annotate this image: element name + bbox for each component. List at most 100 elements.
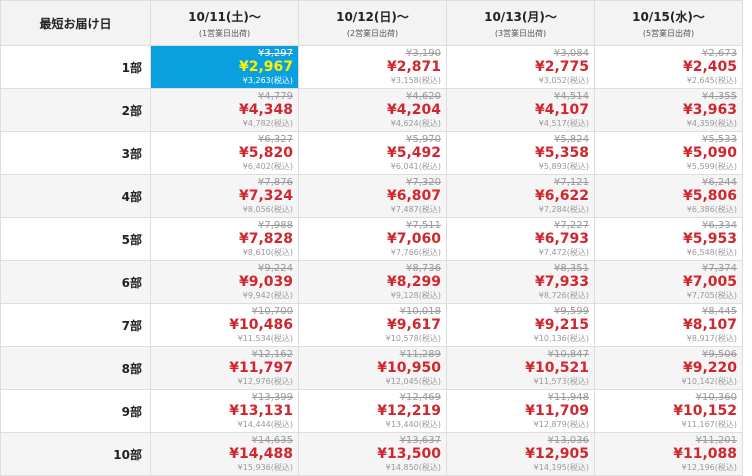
tax-included-price: ¥12,045(税込)	[385, 377, 441, 386]
price: ¥5,358	[534, 145, 589, 161]
tax-included-price: ¥7,766(税込)	[390, 248, 441, 257]
price-cell[interactable]: ¥6,244 ¥5,806 ¥6,386(税込)	[594, 174, 743, 218]
list-price: ¥7,876	[258, 177, 293, 188]
price: ¥4,348	[238, 102, 293, 118]
price-cell[interactable]: ¥2,673 ¥2,405 ¥2,645(税込)	[594, 45, 743, 89]
price-cell[interactable]: ¥5,970 ¥5,492 ¥6,041(税込)	[298, 131, 447, 175]
tax-included-price: ¥11,167(税込)	[681, 420, 737, 429]
list-price: ¥11,948	[547, 392, 589, 403]
price-cell[interactable]: ¥6,334 ¥5,953 ¥6,548(税込)	[594, 217, 743, 261]
list-price: ¥5,824	[554, 134, 589, 145]
list-price: ¥5,533	[702, 134, 737, 145]
price-cell[interactable]: ¥5,533 ¥5,090 ¥5,599(税込)	[594, 131, 743, 175]
price-cell[interactable]: ¥10,847 ¥10,521 ¥11,573(税込)	[446, 346, 595, 390]
tax-included-price: ¥3,158(税込)	[390, 76, 441, 85]
tax-included-price: ¥8,056(税込)	[242, 205, 293, 214]
price-cell[interactable]: ¥7,511 ¥7,060 ¥7,766(税込)	[298, 217, 447, 261]
tax-included-price: ¥8,917(税込)	[686, 334, 737, 343]
tax-included-price: ¥13,440(税込)	[385, 420, 441, 429]
list-price: ¥8,445	[702, 306, 737, 317]
price: ¥9,617	[386, 317, 441, 333]
table-row: 1部 ¥3,297 ¥2,967 ¥3,263(税込) ¥3,190 ¥2,871 ¥3,1…	[0, 45, 743, 89]
price-cell[interactable]: ¥4,355 ¥3,963 ¥4,359(税込)	[594, 88, 743, 132]
tax-included-price: ¥9,128(税込)	[390, 291, 441, 300]
price-cell[interactable]: ¥7,121 ¥6,622 ¥7,284(税込)	[446, 174, 595, 218]
tax-included-price: ¥7,705(税込)	[686, 291, 737, 300]
row-label: 6部	[0, 260, 151, 304]
price-cell[interactable]: ¥9,506 ¥9,220 ¥10,142(税込)	[594, 346, 743, 390]
tax-included-price: ¥6,402(税込)	[242, 162, 293, 171]
price: ¥5,090	[682, 145, 737, 161]
tax-included-price: ¥7,487(税込)	[390, 205, 441, 214]
list-price: ¥11,201	[695, 435, 737, 446]
list-price: ¥12,162	[251, 349, 293, 360]
price-cell[interactable]: ¥13,399 ¥13,131 ¥14,444(税込)	[150, 389, 299, 433]
price: ¥7,060	[386, 231, 441, 247]
tax-included-price: ¥14,444(税込)	[237, 420, 293, 429]
price-cell[interactable]: ¥7,320 ¥6,807 ¥7,487(税込)	[298, 174, 447, 218]
list-price: ¥7,374	[702, 263, 737, 274]
list-price: ¥12,469	[399, 392, 441, 403]
price: ¥7,828	[238, 231, 293, 247]
table-row: 8部 ¥12,162 ¥11,797 ¥12,976(税込) ¥11,289 ¥10,95…	[0, 346, 743, 390]
price-cell[interactable]: ¥14,635 ¥14,488 ¥15,936(税込)	[150, 432, 299, 476]
price-cell[interactable]: ¥7,227 ¥6,793 ¥7,472(税込)	[446, 217, 595, 261]
price-cell[interactable]: ¥11,948 ¥11,709 ¥12,879(税込)	[446, 389, 595, 433]
list-price: ¥7,227	[554, 220, 589, 231]
column-date: 10/13(月)～	[484, 9, 557, 24]
price-cell[interactable]: ¥4,779 ¥4,348 ¥4,782(税込)	[150, 88, 299, 132]
price-cell[interactable]: ¥9,599 ¥9,215 ¥10,136(税込)	[446, 303, 595, 347]
row-label: 5部	[0, 217, 151, 261]
price: ¥5,953	[682, 231, 737, 247]
price-cell[interactable]: ¥9,224 ¥9,039 ¥9,942(税込)	[150, 260, 299, 304]
table-body: 1部 ¥3,297 ¥2,967 ¥3,263(税込) ¥3,190 ¥2,871 ¥3,1…	[0, 45, 743, 476]
tax-included-price: ¥4,624(税込)	[390, 119, 441, 128]
price-cell[interactable]: ¥12,469 ¥12,219 ¥13,440(税込)	[298, 389, 447, 433]
price-cell[interactable]: ¥11,201 ¥11,088 ¥12,196(税込)	[594, 432, 743, 476]
price-cell[interactable]: ¥7,988 ¥7,828 ¥8,610(税込)	[150, 217, 299, 261]
tax-included-price: ¥12,196(税込)	[681, 463, 737, 472]
tax-included-price: ¥7,472(税込)	[538, 248, 589, 257]
price: ¥7,005	[682, 274, 737, 290]
price: ¥2,967	[238, 59, 293, 75]
price: ¥8,107	[682, 317, 737, 333]
price-cell[interactable]: ¥7,374 ¥7,005 ¥7,705(税込)	[594, 260, 743, 304]
tax-included-price: ¥14,195(税込)	[533, 463, 589, 472]
price-cell[interactable]: ¥4,620 ¥4,204 ¥4,624(税込)	[298, 88, 447, 132]
price-cell[interactable]: ¥8,736 ¥8,299 ¥9,128(税込)	[298, 260, 447, 304]
list-price: ¥7,320	[406, 177, 441, 188]
price-cell[interactable]: ¥12,162 ¥11,797 ¥12,976(税込)	[150, 346, 299, 390]
price: ¥6,793	[534, 231, 589, 247]
price: ¥11,797	[229, 360, 293, 376]
price-cell[interactable]: ¥13,637 ¥13,500 ¥14,850(税込)	[298, 432, 447, 476]
price: ¥5,806	[682, 188, 737, 204]
list-price: ¥6,244	[702, 177, 737, 188]
price-cell[interactable]: ¥3,297 ¥2,967 ¥3,263(税込)	[150, 45, 299, 89]
price-cell[interactable]: ¥8,351 ¥7,933 ¥8,726(税込)	[446, 260, 595, 304]
price-cell[interactable]: ¥6,327 ¥5,820 ¥6,402(税込)	[150, 131, 299, 175]
price-cell[interactable]: ¥13,036 ¥12,905 ¥14,195(税込)	[446, 432, 595, 476]
price-cell[interactable]: ¥11,289 ¥10,950 ¥12,045(税込)	[298, 346, 447, 390]
price-cell[interactable]: ¥5,824 ¥5,358 ¥5,893(税込)	[446, 131, 595, 175]
price-cell[interactable]: ¥10,018 ¥9,617 ¥10,578(税込)	[298, 303, 447, 347]
price-cell[interactable]: ¥3,190 ¥2,871 ¥3,158(税込)	[298, 45, 447, 89]
price: ¥10,486	[229, 317, 293, 333]
tax-included-price: ¥3,052(税込)	[538, 76, 589, 85]
price-cell[interactable]: ¥7,876 ¥7,324 ¥8,056(税込)	[150, 174, 299, 218]
price-cell[interactable]: ¥4,514 ¥4,107 ¥4,517(税込)	[446, 88, 595, 132]
price-cell[interactable]: ¥8,445 ¥8,107 ¥8,917(税込)	[594, 303, 743, 347]
price-cell[interactable]: ¥10,700 ¥10,486 ¥11,534(税込)	[150, 303, 299, 347]
price: ¥3,963	[682, 102, 737, 118]
table-row: 7部 ¥10,700 ¥10,486 ¥11,534(税込) ¥10,018 ¥9,617…	[0, 303, 743, 347]
price-cell[interactable]: ¥10,360 ¥10,152 ¥11,167(税込)	[594, 389, 743, 433]
price-cell[interactable]: ¥3,084 ¥2,775 ¥3,052(税込)	[446, 45, 595, 89]
tax-included-price: ¥10,578(税込)	[385, 334, 441, 343]
row-label: 7部	[0, 303, 151, 347]
price: ¥9,220	[682, 360, 737, 376]
price: ¥10,950	[377, 360, 441, 376]
tax-included-price: ¥7,284(税込)	[538, 205, 589, 214]
list-price: ¥9,224	[258, 263, 293, 274]
tax-included-price: ¥4,517(税込)	[538, 119, 589, 128]
tax-included-price: ¥3,263(税込)	[242, 76, 293, 85]
